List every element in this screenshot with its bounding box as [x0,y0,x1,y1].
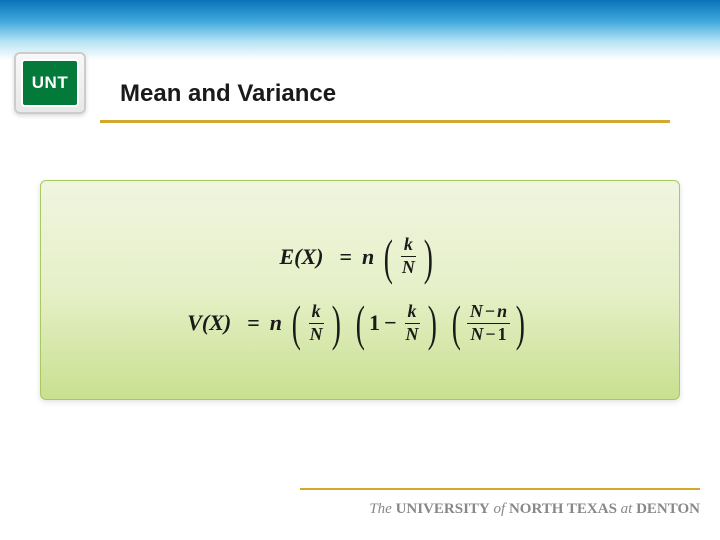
title-underline [100,120,670,123]
mean-frac1: k N [399,235,418,278]
equals-sign: = [247,310,260,336]
mean-lhs: E(X) [279,244,323,270]
var-paren1: ( k N ) [288,302,344,345]
var-n: n [270,310,282,336]
var-frac2: k N [403,302,422,345]
footer-text: The UNIVERSITY of NORTH TEXAS at DENTON [369,501,700,518]
logo-text: UNT [21,59,79,107]
footer-line [300,488,700,490]
mean-n: n [362,244,374,270]
logo-badge: UNT [14,52,86,114]
var-frac3: N−n N−1 [467,302,510,345]
header-gradient [0,0,720,60]
mean-formula: E(X) = n ( k N ) [279,235,440,278]
var-paren3: ( N−n N−1 ) [448,302,529,345]
slide-title: Mean and Variance [120,80,336,108]
var-minus: − [384,310,397,336]
var-one: 1 [369,310,380,336]
var-paren2: ( 1 − k N ) [352,302,440,345]
var-lhs: V(X) [187,310,231,336]
equals-sign: = [339,244,352,270]
formula-box: E(X) = n ( k N ) V(X) = n ( k N ) ( 1 − [40,180,680,400]
variance-formula: V(X) = n ( k N ) ( 1 − k N ) ( N−n [187,302,533,345]
var-frac1: k N [307,302,326,345]
mean-paren1: ( k N ) [380,235,436,278]
